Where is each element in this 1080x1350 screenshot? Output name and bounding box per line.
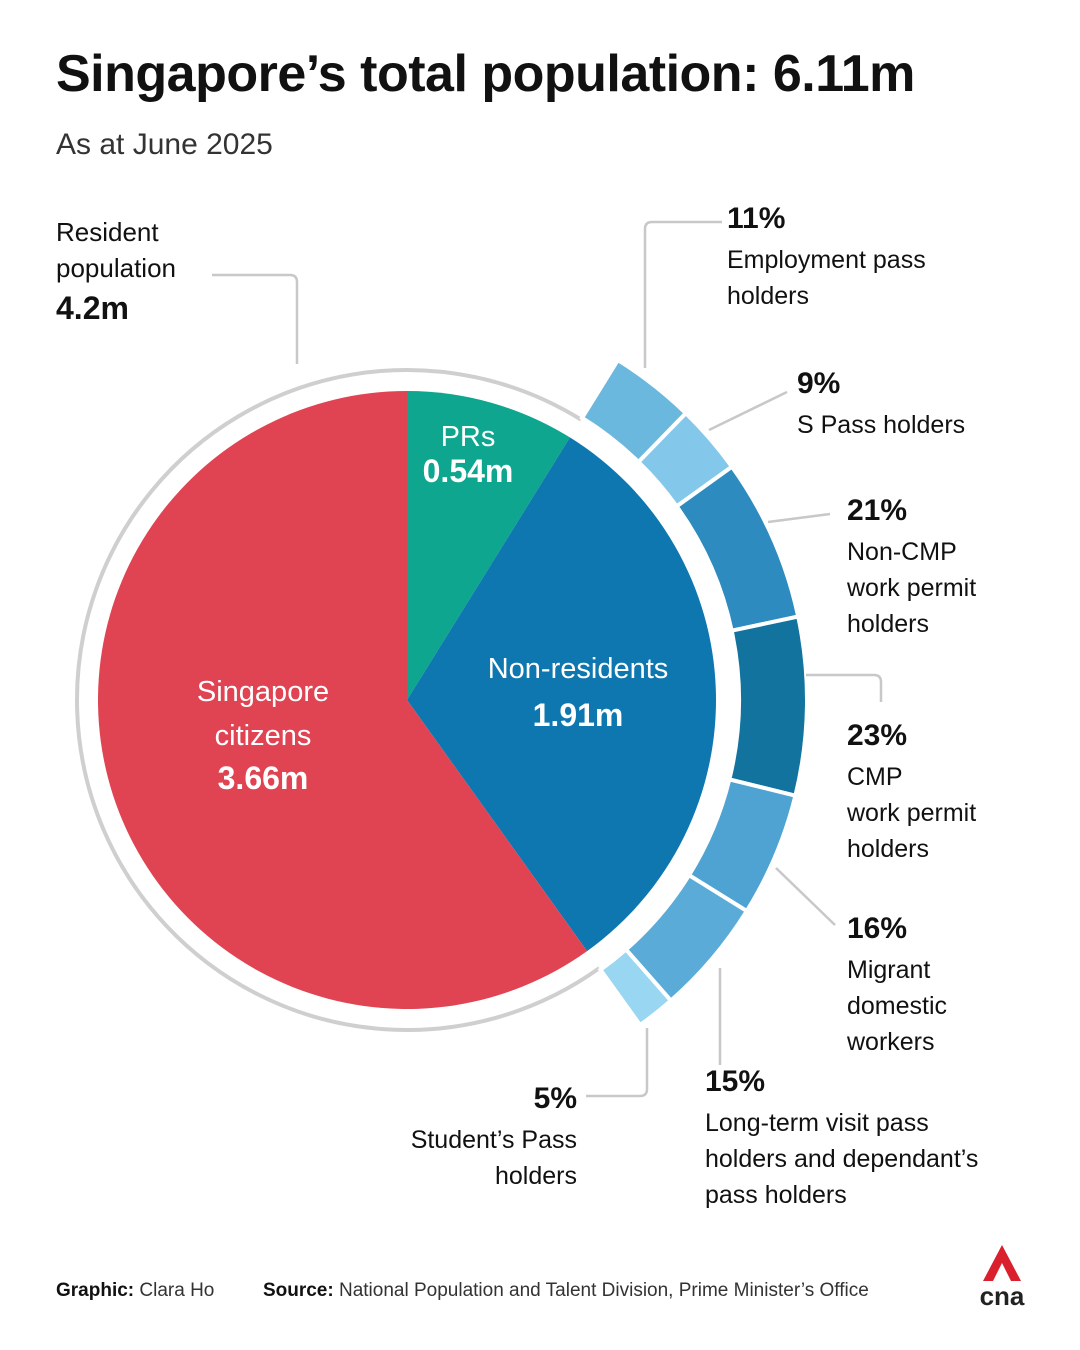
slice-value-citizens: 3.66m — [218, 760, 309, 796]
leader-line-non-cmp-work-permit — [767, 512, 831, 524]
slice-label-non-residents-line-1: Non-residents — [488, 653, 669, 685]
breakdown-label-migrant-domestic-workers-line-1: Migrant — [847, 956, 930, 984]
breakdown-label-cmp-work-permit-line-1: CMP — [847, 763, 903, 791]
breakdown-label-migrant-domestic-workers-line-2: domestic — [847, 992, 947, 1020]
source-label: Source: — [262, 1280, 334, 1301]
breakdown-label-employment-pass-line-2: holders — [727, 282, 809, 310]
breakdown-label-long-term-visit-pass-line-3: pass holders — [705, 1181, 847, 1209]
slice-label-citizens-line-1: Singapore — [197, 676, 329, 708]
breakdown-percent-cmp-work-permit: 23% — [847, 719, 907, 752]
resident-population-leader-line — [212, 273, 299, 364]
slice-label-citizens-line-2: citizens — [215, 720, 312, 752]
leader-line-employment-pass — [643, 220, 722, 368]
breakdown-label-s-pass-line-1: S Pass holders — [797, 411, 965, 439]
breakdown-label-employment-pass-line-1: Employment pass — [727, 246, 926, 274]
breakdown-segment-cmp-work-permit — [726, 614, 809, 799]
breakdown-label-non-cmp-work-permit-line-3: holders — [847, 610, 929, 638]
resident-population-label-line-1: Resident — [56, 217, 159, 247]
leader-line-students-pass — [586, 1028, 649, 1098]
breakdown-label-long-term-visit-pass-line-1: Long-term visit pass — [705, 1109, 929, 1137]
source-value: National Population and Talent Division,… — [338, 1280, 869, 1301]
breakdown-label-students-pass-line-1: Student’s Pass — [411, 1126, 577, 1154]
breakdown-percent-s-pass: 9% — [797, 367, 840, 400]
resident-population-ring — [75, 368, 601, 1032]
breakdown-percent-employment-pass: 11% — [727, 202, 785, 235]
cna-logo-mark — [983, 1245, 1021, 1281]
breakdown-label-non-cmp-work-permit-line-2: work permit — [846, 574, 976, 602]
footer: Graphic: Clara Ho Source: National Popul… — [56, 1280, 869, 1302]
breakdown-percent-non-cmp-work-permit: 21% — [847, 494, 907, 527]
leader-line-s-pass — [708, 390, 788, 432]
pie-slice-prs — [407, 391, 570, 700]
cna-logo-text: cna — [980, 1281, 1025, 1309]
leader-line-cmp-work-permit — [806, 673, 883, 702]
cna-logo: cna — [980, 1245, 1025, 1309]
breakdown-segment-students-pass — [597, 946, 674, 1028]
chart-title: Singapore’s total population: 6.11m — [56, 45, 915, 103]
breakdown-percent-long-term-visit-pass: 15% — [705, 1065, 765, 1098]
breakdown-percent-students-pass: 5% — [534, 1082, 577, 1115]
breakdown-label-cmp-work-permit-line-2: work permit — [846, 799, 976, 827]
pie-slice-citizens — [98, 391, 588, 1009]
breakdown-label-migrant-domestic-workers-line-3: workers — [846, 1028, 935, 1056]
breakdown-label-non-cmp-work-permit-line-1: Non-CMP — [847, 538, 957, 566]
pie-slice-non-residents — [407, 437, 716, 952]
slice-value-prs: 0.54m — [423, 453, 514, 489]
breakdown-label-students-pass-line-2: holders — [495, 1162, 577, 1190]
breakdown-label-cmp-work-permit-line-3: holders — [847, 835, 929, 863]
resident-population-label-line-2: population — [56, 253, 176, 283]
breakdown-label-long-term-visit-pass-line-2: holders and dependant’s — [705, 1145, 978, 1173]
leader-line-migrant-domestic-workers — [775, 867, 836, 926]
breakdown-percent-migrant-domestic-workers: 16% — [847, 912, 907, 945]
slice-value-non-residents: 1.91m — [533, 697, 624, 733]
slice-label-prs-line-1: PRs — [441, 421, 496, 453]
graphic-credit-label: Graphic: — [56, 1280, 135, 1301]
resident-population-value: 4.2m — [56, 290, 129, 326]
chart-subtitle: As at June 2025 — [56, 128, 273, 161]
graphic-credit-value: Clara Ho — [139, 1280, 215, 1301]
